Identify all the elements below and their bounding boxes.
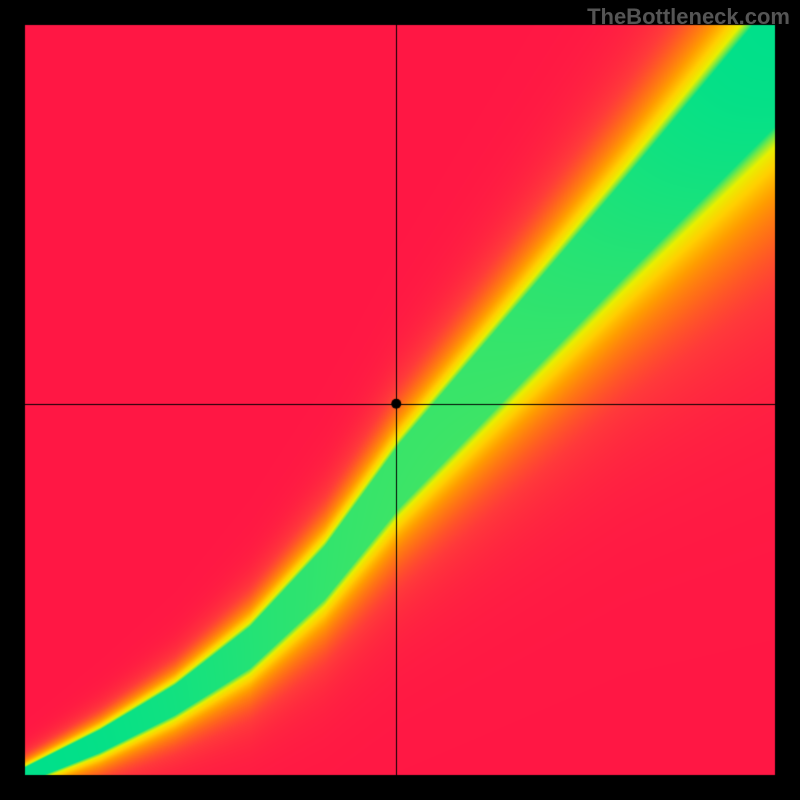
chart-container: TheBottleneck.com [0,0,800,800]
bottleneck-heatmap [0,0,800,800]
